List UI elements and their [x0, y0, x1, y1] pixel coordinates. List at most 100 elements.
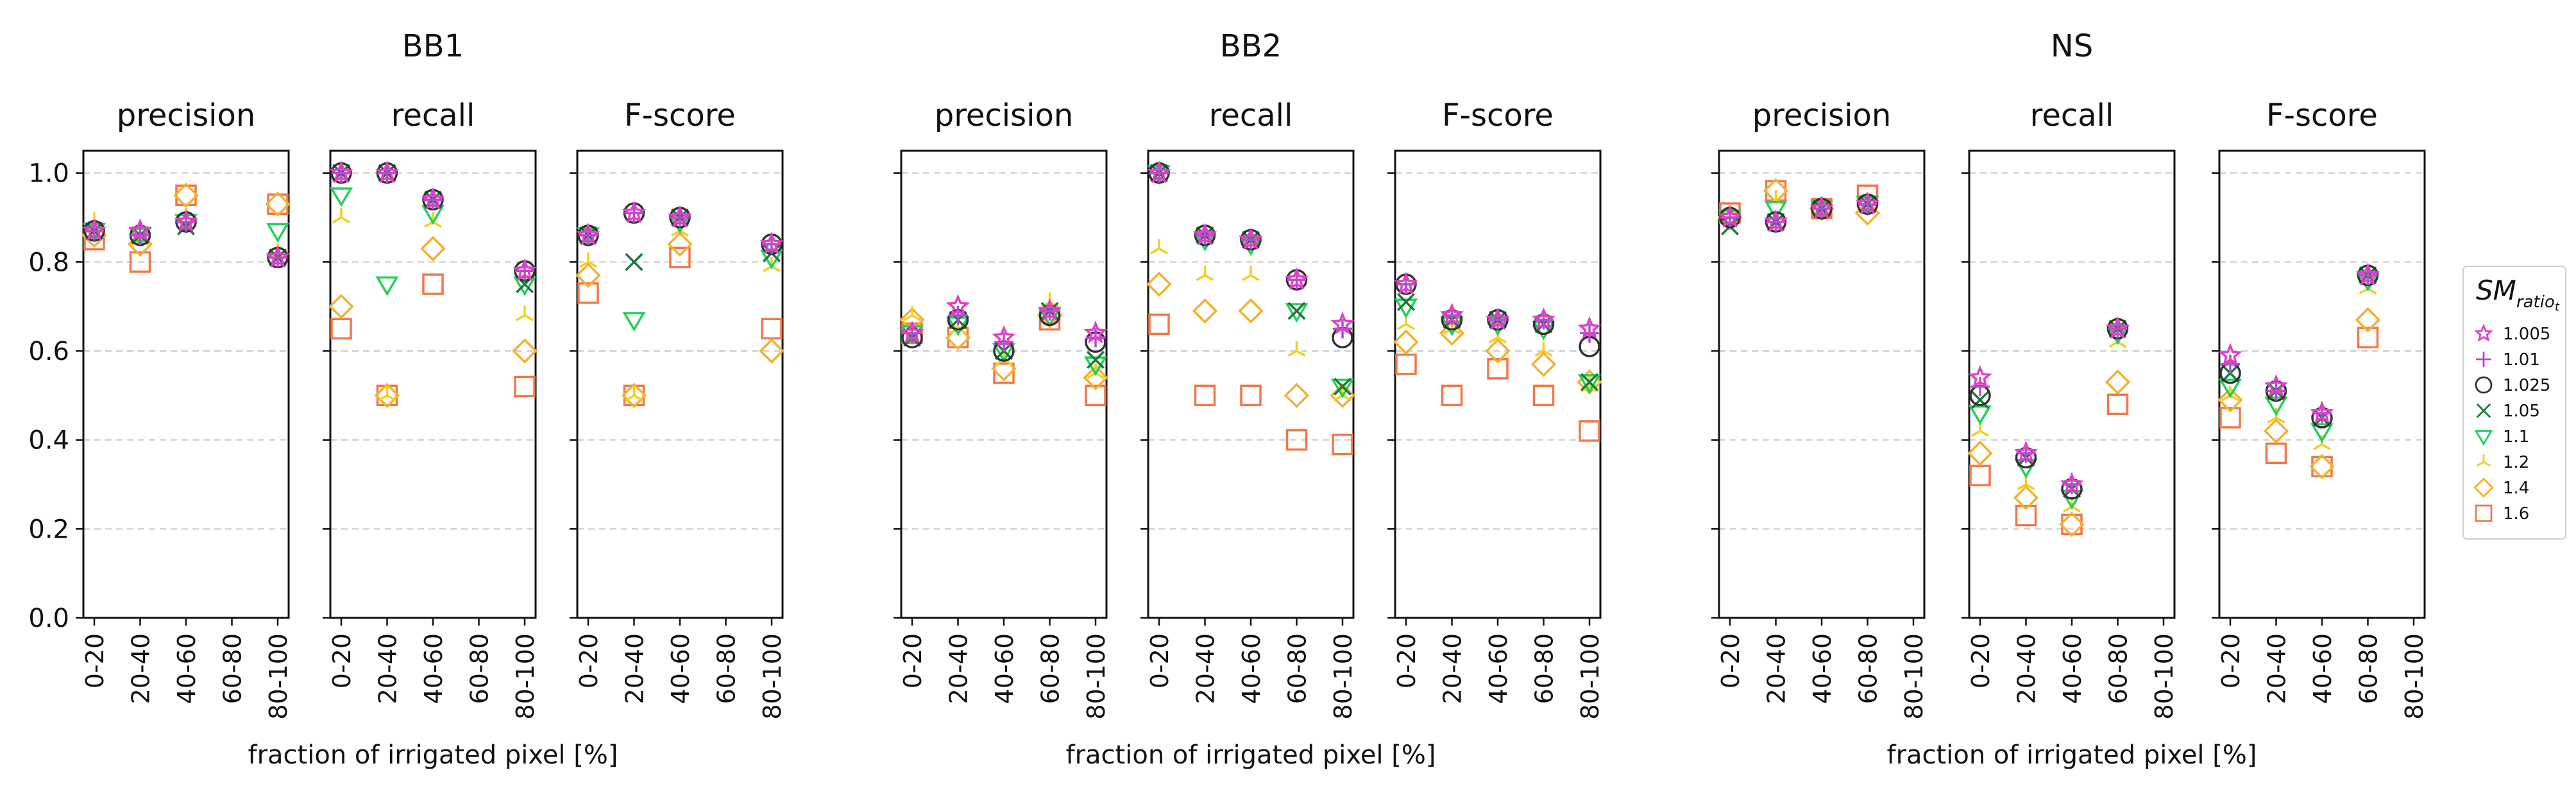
group-title: BB1 [402, 28, 464, 64]
y-tick-label: 0.8 [28, 248, 69, 277]
legend-marker [2473, 477, 2494, 498]
x-tick-label: 20-40 [127, 633, 155, 704]
data-point [2357, 327, 2379, 348]
x-tick-label: 20-40 [374, 633, 402, 704]
legend-marker [2476, 403, 2491, 418]
data-point [1487, 357, 1509, 380]
data-point [625, 253, 643, 271]
data-point [2105, 316, 2130, 339]
data-point [1439, 320, 1465, 346]
legend-label: 1.2 [2503, 453, 2529, 472]
y-tick-label: 0.6 [28, 337, 69, 366]
data-point [1238, 298, 1264, 324]
data-point [2061, 513, 2083, 536]
data-point [1192, 223, 1217, 246]
x-tick-label: 40-60 [1237, 633, 1266, 704]
x-tick-label: 80-100 [511, 633, 539, 720]
data-point [421, 187, 445, 210]
data-point [2013, 440, 2038, 464]
data-point [667, 231, 693, 257]
panel-title: recall [1209, 98, 1293, 133]
x-tick-label: 20-40 [1439, 633, 1467, 704]
data-point [330, 318, 352, 340]
panel-title: precision [1752, 98, 1892, 133]
legend-entry-1.005: 1.005 [2474, 323, 2550, 344]
x-tick-label: 20-40 [2013, 633, 2041, 704]
data-point [1242, 266, 1260, 282]
data-point [266, 244, 290, 268]
x-tick-label: 60-80 [1037, 633, 1065, 704]
x-tick-label: 80-100 [1329, 633, 1357, 720]
data-point [1087, 363, 1105, 379]
x-tick-label: 0-20 [1393, 633, 1421, 688]
legend-title-main: SM [2476, 275, 2516, 306]
data-point [1532, 384, 1555, 407]
legend-label: 1.4 [2503, 479, 2529, 498]
data-point [375, 276, 399, 296]
data-point [763, 257, 781, 273]
x-tick-label: 40-60 [2309, 633, 2337, 704]
panel-bb1-precision: precision 0.0 0.2 0.4 0.6 0.8 1.0 0-20 20-40 40-6… [28, 98, 292, 720]
x-tick-label: 40-60 [173, 633, 201, 704]
data-point [2218, 379, 2242, 398]
data-point [992, 325, 1016, 348]
x-tick-label: 40-60 [1484, 633, 1513, 704]
legend-box [2462, 266, 2566, 540]
data-point [1971, 391, 1989, 409]
panel-frame [2218, 149, 2426, 619]
panel-title: precision [935, 98, 1074, 133]
x-tick-label: 0-20 [328, 633, 356, 688]
data-point [173, 182, 199, 209]
data-point [1285, 303, 1309, 323]
data-point [329, 160, 353, 184]
x-tick-label: 40-60 [2058, 633, 2087, 704]
legend-entry-1.01: 1.01 [2475, 350, 2540, 370]
data-point [2355, 307, 2381, 333]
data-point [516, 305, 534, 321]
legend-label: 1.6 [2503, 504, 2529, 524]
panel-bb2-recall: recall 0-20 20-40 40-60 60-80 80-100 [1140, 98, 1357, 720]
data-point [2263, 418, 2289, 444]
x-tick-label: 60-80 [2355, 633, 2383, 704]
legend-entry-1.2: 1.2 [2476, 453, 2529, 472]
data-point [422, 273, 444, 295]
data-point [993, 362, 1015, 384]
panel-title: F-score [624, 98, 736, 133]
data-point [375, 160, 400, 184]
data-point [1577, 374, 1602, 394]
data-point [579, 252, 597, 268]
legend-title-sub: ratio [2516, 293, 2555, 312]
x-tick-label: 40-60 [666, 633, 695, 704]
data-point [2309, 454, 2335, 479]
data-point [1287, 341, 1306, 357]
x-tick-label: 40-60 [990, 633, 1019, 704]
data-point [622, 200, 647, 223]
legend: SMratiot 1.005 1.01 1.025 1.05 1.1 1.2 1.4 1.6 [2462, 266, 2566, 540]
panel-frame [1968, 149, 2176, 619]
data-point [2221, 386, 2239, 402]
data-point [1192, 298, 1218, 324]
x-tick-label: 60-80 [1530, 633, 1559, 704]
x-axis-label: fraction of irrigated pixel [%] [248, 740, 618, 770]
data-point [175, 184, 197, 207]
y-tick-label: 1.0 [28, 159, 69, 189]
data-point [2015, 504, 2037, 527]
data-point [1397, 293, 1415, 311]
data-point [759, 232, 784, 255]
data-point [668, 205, 692, 228]
data-point [1334, 377, 1352, 396]
data-point [2218, 343, 2242, 366]
group-title: NS [2051, 28, 2093, 64]
legend-entry-1.4: 1.4 [2473, 477, 2529, 498]
data-point [378, 386, 396, 402]
data-point [420, 235, 446, 262]
data-point [2219, 407, 2241, 429]
data-point [129, 251, 151, 273]
data-point [900, 320, 924, 344]
x-tick-label: 60-80 [2105, 633, 2133, 704]
legend-label: 1.1 [2503, 427, 2529, 447]
data-point [512, 338, 538, 364]
panel-ns-f-score: F-score 0-20 20-40 40-60 60-80 80-100 [2212, 98, 2428, 720]
data-point [2311, 456, 2333, 478]
data-point [265, 191, 291, 217]
